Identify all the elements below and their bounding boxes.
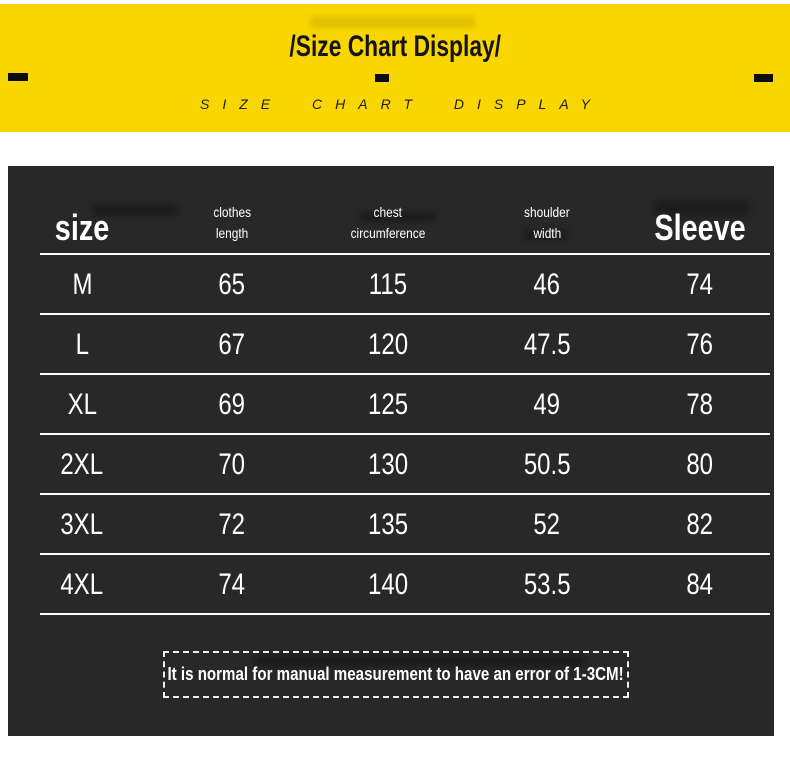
table-row-m: M 65 115 46 74 [8,255,774,315]
cell-value: 72 [218,508,246,541]
cell-sleeve: 84 [626,555,774,615]
cell-value: 70 [218,448,246,481]
measurement-note-text: It is normal for manual measurement to h… [167,664,625,684]
cell-clothes-length: 67 [156,315,308,375]
table-row-3xl: 3XL 72 135 52 82 [8,495,774,555]
header-cell-clothes-length: clothes length [156,166,308,255]
cell-value: 67 [218,328,246,361]
cell-value: 115 [368,268,408,301]
cell-value: 82 [686,508,714,541]
header-label-line: circumference [350,225,426,242]
cell-value: 47.5 [523,328,571,361]
cell-chest-circumference: 115 [308,255,468,315]
cell-size-label: M [8,255,156,315]
table-row-4xl: 4XL 74 140 53.5 84 [8,555,774,615]
cell-shoulder-width: 49 [468,375,626,435]
cell-shoulder-width: 46 [468,255,626,315]
header-label-line: shoulder [524,203,570,220]
cell-clothes-length: 69 [156,375,308,435]
cell-value: 65 [218,268,246,301]
cell-value: 52 [533,508,561,541]
cell-clothes-length: 65 [156,255,308,315]
header-label-line: chest [373,203,403,220]
cell-shoulder-width: 53.5 [468,555,626,615]
dash-left-mark [8,73,28,81]
header-label: size [54,207,110,248]
banner-title-text: /Size Chart Display/ [289,30,501,63]
cell-clothes-length: 74 [156,555,308,615]
cell-size-label: XL [8,375,156,435]
cell-size-label: 4XL [8,555,156,615]
cell-size-label: 3XL [8,495,156,555]
size-chart-table: size clothes length chest circumference sh… [8,166,774,736]
cell-value: 49 [533,388,561,421]
banner-subtitle: SIZE CHART DISPLAY [200,96,603,112]
cell-value: 46 [533,268,561,301]
cell-sleeve: 76 [626,315,774,375]
cell-value: 74 [686,268,714,301]
table-row-xl: XL 69 125 49 78 [8,375,774,435]
cell-value: L [75,328,89,361]
measurement-note-box: It is normal for manual measurement to h… [163,651,629,698]
banner: /Size Chart Display/ SIZE CHART DISPLAY [0,4,790,132]
cell-value: 76 [686,328,714,361]
cell-value: 4XL [60,568,104,601]
cell-value: 84 [686,568,714,601]
cell-value: 53.5 [523,568,571,601]
cell-value: 130 [367,448,409,481]
cell-chest-circumference: 120 [308,315,468,375]
cell-value: 3XL [60,508,104,541]
table-header-row: size clothes length chest circumference sh… [8,166,774,255]
cell-sleeve: 80 [626,435,774,495]
cell-shoulder-width: 50.5 [468,435,626,495]
cell-value: 135 [367,508,409,541]
cell-value: 69 [218,388,246,421]
cell-value: 125 [367,388,409,421]
header-label: Sleeve [654,207,746,248]
cell-value: 140 [367,568,409,601]
header-cell-shoulder-width: shoulder width [468,166,626,255]
cell-size-label: 2XL [8,435,156,495]
cell-sleeve: 74 [626,255,774,315]
cell-chest-circumference: 135 [308,495,468,555]
cell-chest-circumference: 130 [308,435,468,495]
cell-value: 74 [218,568,246,601]
cell-value: M [72,268,92,301]
cell-size-label: L [8,315,156,375]
header-cell-chest-circumference: chest circumference [308,166,468,255]
cell-value: 80 [686,448,714,481]
cell-clothes-length: 72 [156,495,308,555]
cell-sleeve: 78 [626,375,774,435]
cell-value: 50.5 [523,448,571,481]
table-row-2xl: 2XL 70 130 50.5 80 [8,435,774,495]
cell-value: 120 [367,328,409,361]
dash-right-mark [754,74,773,82]
cell-sleeve: 82 [626,495,774,555]
cell-shoulder-width: 52 [468,495,626,555]
dash-center-mark [375,74,389,82]
header-cell-size: size [8,166,156,255]
cell-shoulder-width: 47.5 [468,315,626,375]
cell-chest-circumference: 125 [308,375,468,435]
header-label-line: width [533,225,561,242]
cell-value: XL [67,388,97,421]
header-cell-sleeve: Sleeve [626,166,774,255]
ghost-text-smudge [310,16,475,28]
cell-chest-circumference: 140 [308,555,468,615]
table-row-l: L 67 120 47.5 76 [8,315,774,375]
cell-clothes-length: 70 [156,435,308,495]
header-label-line: clothes [213,203,251,220]
cell-value: 78 [686,388,714,421]
banner-title: /Size Chart Display/ [0,30,790,64]
header-label-line: length [215,225,249,242]
cell-value: 2XL [60,448,104,481]
